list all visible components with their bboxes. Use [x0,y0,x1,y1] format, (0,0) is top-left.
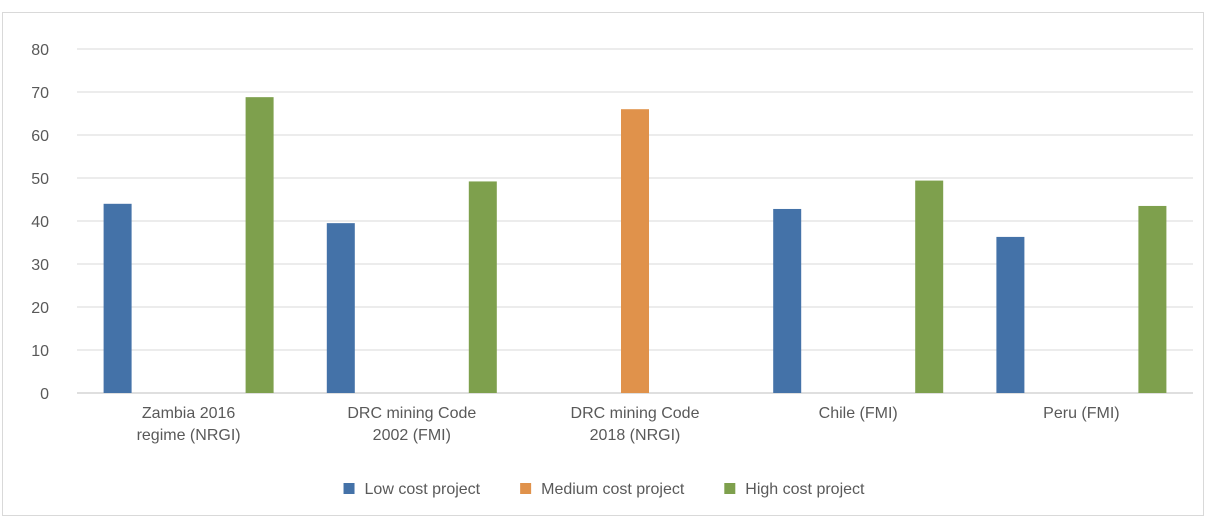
x-tick-label: Peru (FMI) [1043,405,1119,422]
bar-high-cost-project [915,180,944,393]
y-tick-label: 0 [40,386,49,403]
legend-swatch [724,483,736,494]
y-tick-label: 70 [31,85,49,102]
y-tick-label: 50 [31,171,49,188]
y-tick-label: 20 [31,300,49,317]
bar-low-cost-project [326,223,355,393]
x-tick-label: Chile (FMI) [819,405,898,422]
legend-label: Medium cost project [541,481,685,498]
y-tick-label: 80 [31,42,49,59]
bar-chart: 0 10 20 30 40 50 60 70 80 Zambia 2016 regime (NRG… [31,42,1193,498]
x-tick-label: 2002 (FMI) [373,427,451,444]
bar-high-cost-project [245,97,274,393]
bar-medium-cost-project [621,109,649,393]
y-tick-label: 30 [31,257,49,274]
x-axis: Zambia 2016 regime (NRGI) DRC mining Code 2… [137,405,1120,444]
legend-swatch [520,483,532,494]
bar-high-cost-project [1138,205,1167,393]
y-tick-label: 10 [31,343,49,360]
bar-low-cost-project [103,203,132,393]
y-tick-label: 40 [31,214,49,231]
legend: Low cost project Medium cost project High … [343,481,865,498]
x-tick-label: regime (NRGI) [137,427,241,444]
bar-high-cost-project [468,181,497,393]
x-tick-label: DRC mining Code [571,405,700,422]
cropped-caption-strip [0,0,1208,12]
x-tick-label: 2018 (NRGI) [590,427,681,444]
bar-low-cost-project [773,208,802,393]
y-tick-label: 60 [31,128,49,145]
legend-swatch [343,483,355,494]
chart-area: 0 10 20 30 40 50 60 70 80 Zambia 2016 regime (NRG… [2,12,1204,516]
x-tick-label: Zambia 2016 [142,405,235,422]
legend-label: Low cost project [365,481,481,498]
legend-label: High cost project [745,481,865,498]
y-axis: 0 10 20 30 40 50 60 70 80 [31,42,49,403]
x-tick-label: DRC mining Code [347,405,476,422]
bar-low-cost-project [996,236,1025,393]
bars [103,97,1167,393]
